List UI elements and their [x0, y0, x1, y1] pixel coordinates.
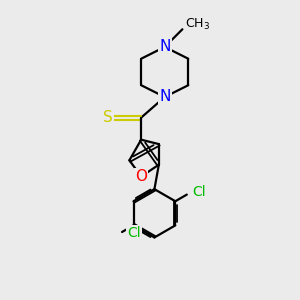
Text: N: N — [159, 89, 170, 104]
Text: Cl: Cl — [192, 185, 206, 199]
Text: S: S — [103, 110, 113, 125]
Text: O: O — [135, 169, 147, 184]
Text: Cl: Cl — [127, 226, 141, 241]
Text: N: N — [159, 39, 170, 54]
Text: CH$_3$: CH$_3$ — [185, 17, 211, 32]
